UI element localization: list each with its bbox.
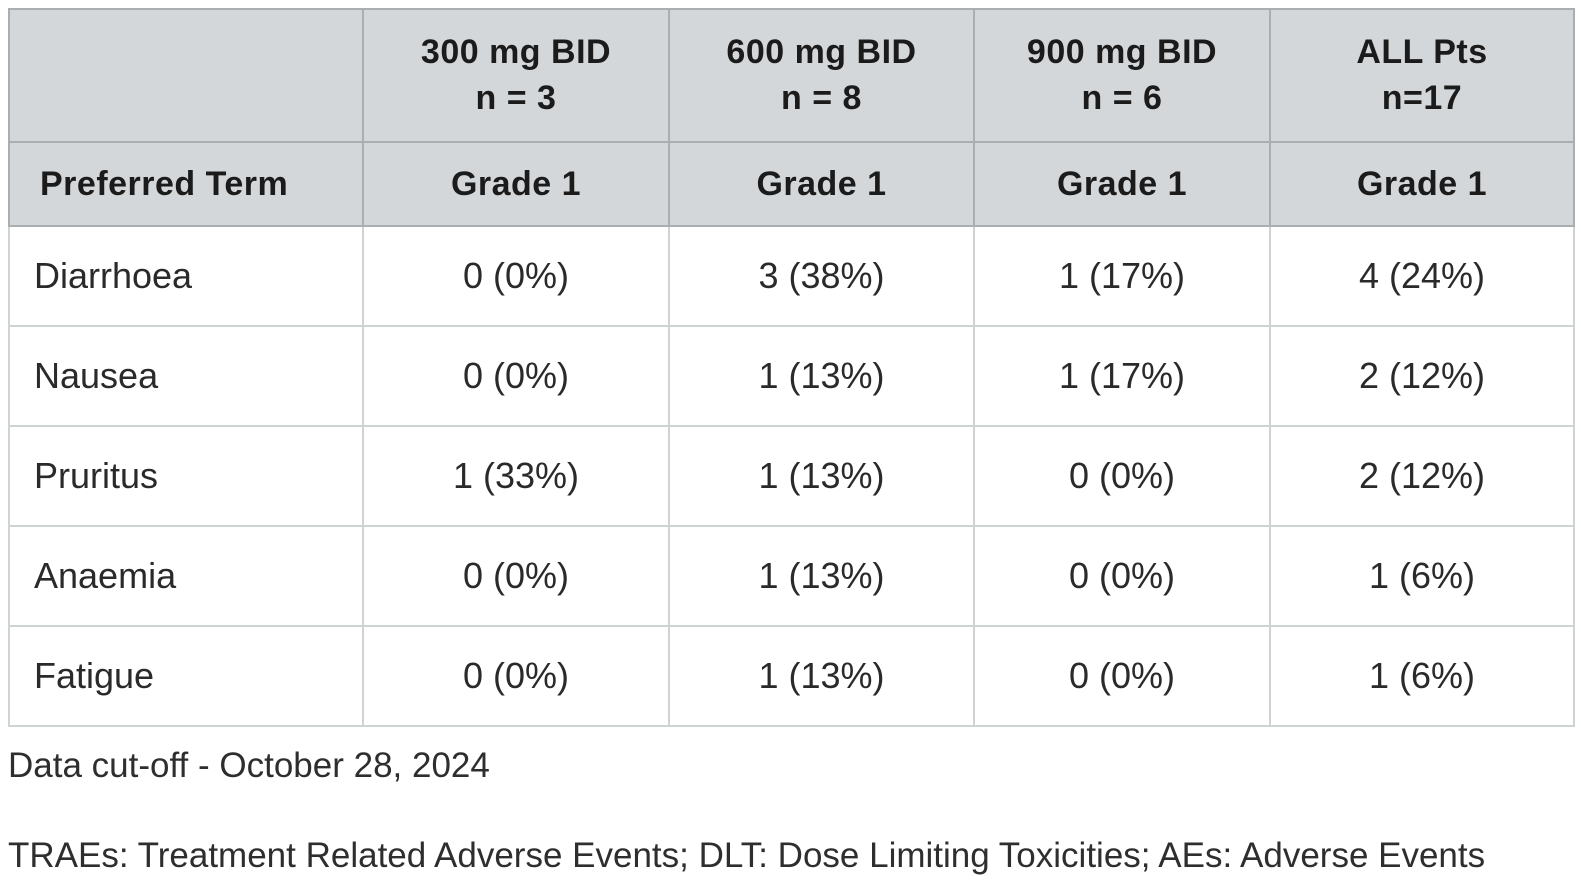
value-cell: 1 (13%): [668, 425, 975, 527]
value-cell: 0 (0%): [973, 525, 1271, 627]
grade-header: Grade 1: [668, 141, 975, 227]
dose-header-row: 300 mg BID n = 3 600 mg BID n = 8 900 mg…: [8, 8, 1575, 143]
dose-n-count: n = 6: [1081, 78, 1163, 117]
dose-column-header-900: 900 mg BID n = 6: [973, 8, 1271, 143]
value-cell: 0 (0%): [362, 225, 670, 327]
dose-title: ALL Pts: [1356, 32, 1488, 71]
value-cell: 0 (0%): [362, 625, 670, 727]
grade-header: Grade 1: [1269, 141, 1575, 227]
term-cell: Nausea: [8, 325, 364, 427]
term-cell: Fatigue: [8, 625, 364, 727]
table-row-diarrhoea: Diarrhoea 0 (0%) 3 (38%) 1 (17%) 4 (24%): [8, 225, 1575, 327]
dose-n-count: n=17: [1381, 78, 1463, 117]
table-header: 300 mg BID n = 3 600 mg BID n = 8 900 mg…: [8, 8, 1575, 227]
value-cell: 1 (33%): [362, 425, 670, 527]
value-cell: 0 (0%): [362, 525, 670, 627]
grade-header: Grade 1: [973, 141, 1271, 227]
adverse-events-table: 300 mg BID n = 3 600 mg BID n = 8 900 mg…: [8, 8, 1575, 727]
value-cell: 0 (0%): [973, 625, 1271, 727]
term-cell: Diarrhoea: [8, 225, 364, 327]
term-cell: Anaemia: [8, 525, 364, 627]
dose-column-header-all-pts: ALL Pts n=17: [1269, 8, 1575, 143]
page: 300 mg BID n = 3 600 mg BID n = 8 900 mg…: [8, 8, 1575, 877]
data-cutoff-note: Data cut-off - October 28, 2024: [8, 746, 490, 785]
dose-title: 300 mg BID: [420, 32, 612, 71]
value-cell: 1 (17%): [973, 225, 1271, 327]
value-cell: 1 (13%): [668, 525, 975, 627]
value-cell: 2 (12%): [1269, 425, 1575, 527]
grade-header-row: Preferred Term Grade 1 Grade 1 Grade 1 G…: [8, 141, 1575, 227]
corner-cell: [8, 8, 364, 143]
dose-column-header-600: 600 mg BID n = 8: [668, 8, 975, 143]
dose-n-count: n = 3: [475, 78, 557, 117]
table-row-pruritus: Pruritus 1 (33%) 1 (13%) 0 (0%) 2 (12%): [8, 425, 1575, 527]
value-cell: 1 (6%): [1269, 525, 1575, 627]
dose-n-count: n = 8: [781, 78, 862, 117]
value-cell: 0 (0%): [973, 425, 1271, 527]
table-row-anaemia: Anaemia 0 (0%) 1 (13%) 0 (0%) 1 (6%): [8, 525, 1575, 627]
value-cell: 1 (6%): [1269, 625, 1575, 727]
value-cell: 1 (13%): [668, 325, 975, 427]
value-cell: 4 (24%): [1269, 225, 1575, 327]
dose-title: 900 mg BID: [1026, 32, 1218, 71]
grade-header: Grade 1: [362, 141, 670, 227]
preferred-term-header: Preferred Term: [8, 141, 364, 227]
table-body: Diarrhoea 0 (0%) 3 (38%) 1 (17%) 4 (24%)…: [8, 225, 1575, 727]
value-cell: 2 (12%): [1269, 325, 1575, 427]
value-cell: 0 (0%): [362, 325, 670, 427]
value-cell: 1 (13%): [668, 625, 975, 727]
table-row-fatigue: Fatigue 0 (0%) 1 (13%) 0 (0%) 1 (6%): [8, 625, 1575, 727]
value-cell: 3 (38%): [668, 225, 975, 327]
abbreviations-note: TRAEs: Treatment Related Adverse Events;…: [8, 836, 1486, 875]
value-cell: 1 (17%): [973, 325, 1271, 427]
term-cell: Pruritus: [8, 425, 364, 527]
table-row-nausea: Nausea 0 (0%) 1 (13%) 1 (17%) 2 (12%): [8, 325, 1575, 427]
dose-title: 600 mg BID: [726, 32, 917, 71]
dose-column-header-300: 300 mg BID n = 3: [362, 8, 670, 143]
